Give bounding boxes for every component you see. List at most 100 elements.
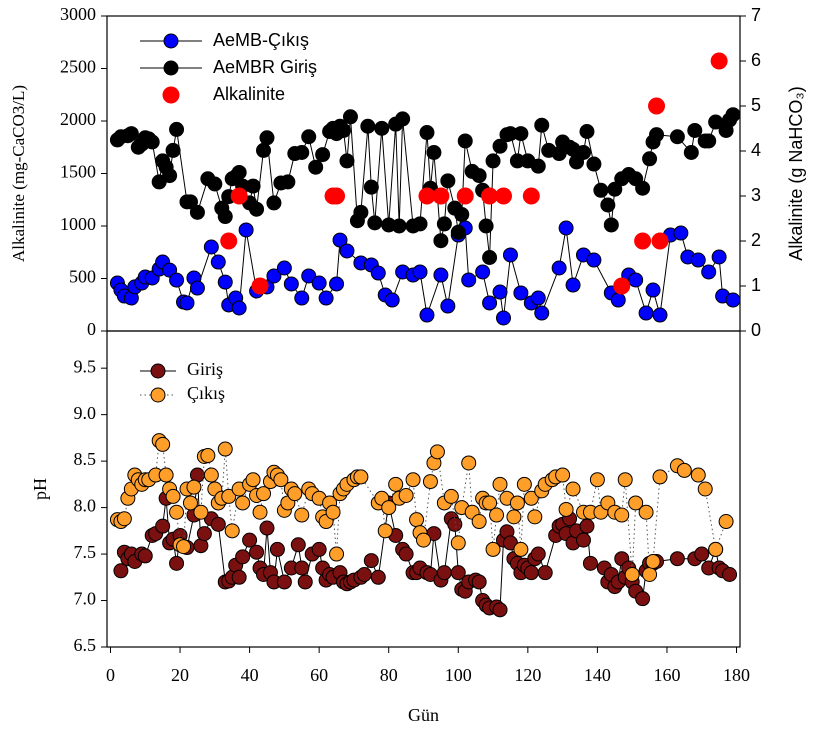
data-point bbox=[523, 565, 539, 581]
data-point bbox=[628, 495, 644, 511]
y-tick-label: 9.0 bbox=[74, 403, 97, 423]
data-point bbox=[475, 264, 491, 280]
data-point bbox=[230, 187, 248, 205]
data-point bbox=[391, 218, 407, 234]
data-point bbox=[635, 591, 651, 607]
y2-tick-label: 7 bbox=[751, 5, 761, 25]
data-point bbox=[624, 567, 640, 583]
y-tick-label: 500 bbox=[69, 267, 96, 287]
y-tick-label: 2000 bbox=[60, 109, 96, 129]
data-point bbox=[456, 187, 474, 205]
y-axis-label: pH bbox=[30, 478, 50, 500]
data-point bbox=[648, 97, 666, 115]
data-point bbox=[443, 488, 459, 504]
data-point bbox=[450, 535, 466, 551]
data-point bbox=[586, 156, 602, 172]
data-point bbox=[725, 292, 741, 308]
data-point bbox=[509, 495, 525, 511]
data-point bbox=[169, 272, 185, 288]
data-point bbox=[530, 546, 546, 562]
data-point bbox=[217, 274, 233, 290]
data-point bbox=[701, 133, 717, 149]
data-point bbox=[301, 129, 317, 145]
data-point bbox=[412, 216, 428, 232]
data-point bbox=[256, 142, 272, 158]
data-point bbox=[113, 563, 129, 579]
data-point bbox=[701, 264, 717, 280]
y2-tick-label: 2 bbox=[751, 230, 761, 250]
data-point bbox=[329, 546, 345, 562]
data-point bbox=[339, 243, 355, 259]
data-point bbox=[315, 147, 331, 163]
x-axis-label: Gün bbox=[408, 705, 439, 725]
data-point bbox=[290, 537, 306, 553]
data-point bbox=[318, 290, 334, 306]
data-point bbox=[485, 541, 501, 557]
y2-tick-label: 1 bbox=[751, 275, 761, 295]
legend-marker bbox=[150, 363, 166, 379]
data-point bbox=[690, 252, 706, 268]
data-point bbox=[419, 125, 435, 141]
data-point bbox=[651, 232, 669, 250]
y-tick-label: 9.5 bbox=[74, 356, 97, 376]
data-point bbox=[422, 474, 438, 490]
data-point bbox=[235, 549, 251, 565]
data-point bbox=[339, 153, 355, 169]
data-point bbox=[367, 215, 383, 231]
data-point bbox=[450, 224, 466, 240]
data-point bbox=[169, 555, 185, 571]
data-point bbox=[210, 254, 226, 270]
data-point bbox=[297, 574, 313, 590]
data-point bbox=[523, 490, 539, 506]
data-point bbox=[123, 126, 139, 142]
data-point bbox=[353, 204, 369, 220]
data-point bbox=[249, 201, 265, 217]
data-point bbox=[652, 307, 668, 323]
data-point bbox=[638, 305, 654, 321]
data-point bbox=[433, 233, 449, 249]
data-point bbox=[513, 541, 529, 557]
data-point bbox=[374, 120, 390, 136]
data-point bbox=[565, 481, 581, 497]
data-point bbox=[614, 507, 630, 523]
legend-marker bbox=[163, 60, 179, 76]
data-point bbox=[294, 560, 310, 576]
data-point bbox=[676, 462, 692, 478]
data-point bbox=[381, 500, 397, 516]
x-tick-label: 100 bbox=[445, 665, 472, 685]
y-tick-label: 7.0 bbox=[74, 589, 97, 609]
data-point bbox=[155, 518, 171, 534]
data-point bbox=[377, 523, 393, 539]
data-point bbox=[217, 209, 233, 225]
data-point bbox=[398, 488, 414, 504]
data-point bbox=[259, 130, 275, 146]
data-point bbox=[457, 133, 473, 149]
data-point bbox=[245, 178, 261, 194]
data-point bbox=[165, 488, 181, 504]
data-point bbox=[565, 277, 581, 293]
data-point bbox=[155, 436, 171, 452]
data-point bbox=[203, 239, 219, 255]
data-point bbox=[220, 232, 238, 250]
data-point bbox=[482, 295, 498, 311]
legend-label: AeMB-Çıkış bbox=[213, 30, 309, 50]
data-point bbox=[589, 472, 605, 488]
y-tick-label: 6.5 bbox=[74, 635, 97, 655]
y-tick-label: 3000 bbox=[60, 4, 96, 24]
data-point bbox=[481, 187, 499, 205]
x-tick-label: 60 bbox=[310, 665, 328, 685]
data-point bbox=[294, 290, 310, 306]
data-point bbox=[405, 472, 421, 488]
x-tick-label: 40 bbox=[241, 665, 259, 685]
y-tick-label: 2500 bbox=[60, 57, 96, 77]
data-point bbox=[478, 218, 494, 234]
data-point bbox=[325, 504, 341, 520]
data-point bbox=[245, 472, 261, 488]
data-point bbox=[694, 546, 710, 562]
data-point bbox=[722, 567, 738, 583]
data-point bbox=[558, 220, 574, 236]
data-point bbox=[489, 507, 505, 523]
data-point bbox=[301, 268, 317, 284]
data-point bbox=[579, 124, 595, 139]
data-point bbox=[461, 272, 477, 288]
